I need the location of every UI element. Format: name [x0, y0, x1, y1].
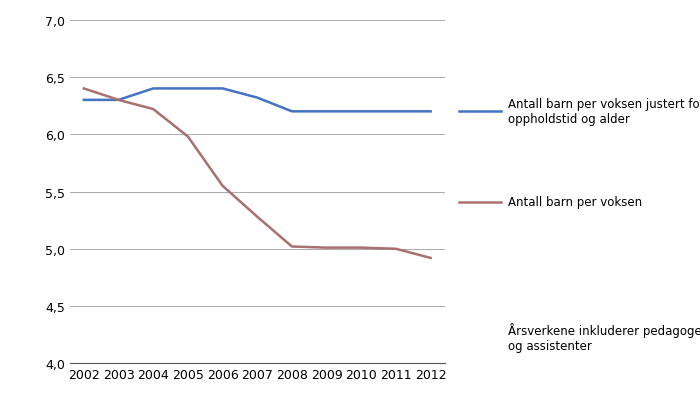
Text: Årsverkene inkluderer pedagoger
og assistenter: Årsverkene inkluderer pedagoger og assis… — [508, 322, 700, 352]
Text: Antall barn per voksen justert for
oppholdstid og alder: Antall barn per voksen justert for oppho… — [508, 97, 700, 126]
Text: Antall barn per voksen: Antall barn per voksen — [508, 196, 642, 209]
